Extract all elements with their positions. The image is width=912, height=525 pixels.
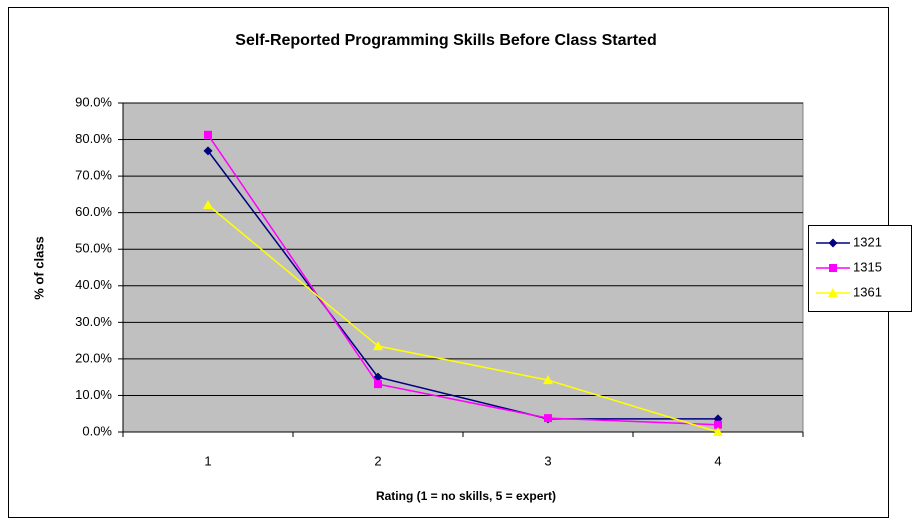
y-tick-label: 30.0%: [75, 314, 112, 329]
data-point: [374, 380, 382, 389]
series-line: [207, 134, 719, 426]
y-tick-label: 80.0%: [75, 131, 112, 146]
y-tick-label: 20.0%: [75, 350, 112, 365]
y-tick-label: 70.0%: [75, 168, 112, 183]
data-point: [204, 130, 212, 139]
legend-marker: [828, 288, 838, 297]
y-tick-label: 60.0%: [75, 204, 112, 219]
data-point: [544, 414, 552, 423]
legend-label: 1361: [853, 284, 882, 299]
legend-marker: [828, 238, 838, 248]
x-tick-label: 1: [204, 453, 211, 468]
y-tick-label: 50.0%: [75, 241, 112, 256]
data-point: [714, 420, 722, 429]
data-point: [203, 199, 213, 209]
legend-label: 1321: [853, 234, 882, 249]
plot-area: [122, 102, 804, 433]
x-axis-label: Rating (1 = no skills, 5 = expert): [376, 489, 556, 503]
data-point: [713, 427, 723, 436]
legend-marker: [829, 264, 837, 272]
series-line: [207, 150, 718, 420]
x-tick-label: 4: [714, 453, 721, 468]
y-tick-label: 40.0%: [75, 277, 112, 292]
data-point: [373, 372, 383, 382]
y-tick-label: 10.0%: [75, 387, 112, 402]
y-tick-label: 90.0%: [75, 94, 112, 109]
chart-title: Self-Reported Programming Skills Before …: [235, 32, 656, 49]
legend-label: 1315: [853, 259, 882, 274]
y-axis-label: % of class: [31, 236, 46, 300]
y-tick-label: 0.0%: [82, 423, 112, 438]
x-tick-label: 3: [544, 453, 551, 468]
x-tick-label: 2: [374, 453, 381, 468]
data-point: [373, 341, 383, 351]
series-line: [207, 204, 719, 433]
data-point: [203, 146, 213, 156]
data-point: [543, 375, 553, 385]
